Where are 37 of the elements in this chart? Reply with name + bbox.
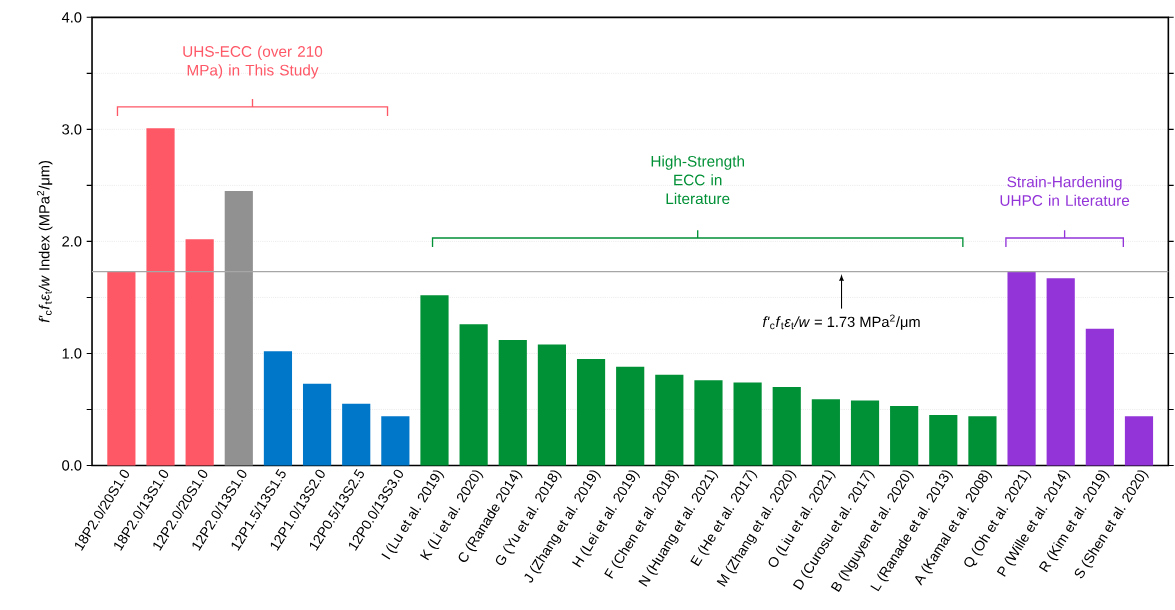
bar: [185, 239, 214, 466]
y-tick-label: 0.0: [62, 460, 82, 471]
bar: [459, 324, 488, 466]
y-tick-label: 1.0: [62, 348, 82, 359]
bar: [107, 271, 136, 466]
bar: [890, 406, 919, 466]
y-tick-label: 3.0: [62, 124, 82, 135]
bar: [263, 351, 293, 466]
text: f'$_{c}$f$_{t}$ε$_{t}$/w = 1.73 MPa$^{2}$/μm: [762, 314, 920, 330]
bar: [302, 383, 332, 466]
bar: [929, 415, 958, 466]
bar: [1085, 329, 1114, 466]
bar: [694, 380, 723, 466]
annotation: High-Strength ECC in Literature: [651, 155, 744, 205]
bar: [1124, 416, 1154, 466]
bar: [655, 374, 684, 466]
bar: [146, 128, 175, 466]
bar: [537, 344, 566, 466]
bar: [576, 359, 606, 466]
bar: [420, 295, 449, 466]
bar: [850, 400, 880, 466]
bar: [381, 416, 410, 466]
bar: [342, 404, 371, 466]
bar: [968, 416, 997, 466]
annotation: Strain-Hardening UHPC in Literature: [1000, 176, 1130, 207]
bar: [498, 340, 527, 466]
text: f'$_{c}$f$_{t}$ε$_{t}$/w Index (MPa$^{2}$/μm): [36, 161, 53, 323]
annotation: UHS-ECC (over 210 MPa) in This Study: [183, 45, 323, 79]
bar: [811, 399, 840, 466]
y-tick-label: 2.0: [62, 236, 82, 247]
bar: [733, 382, 762, 466]
bar: [1046, 278, 1075, 466]
bar: [772, 387, 801, 466]
bar: [1007, 271, 1036, 466]
bar: [224, 191, 253, 466]
y-tick-label: 4.0: [61, 12, 82, 23]
bar: [616, 367, 645, 466]
